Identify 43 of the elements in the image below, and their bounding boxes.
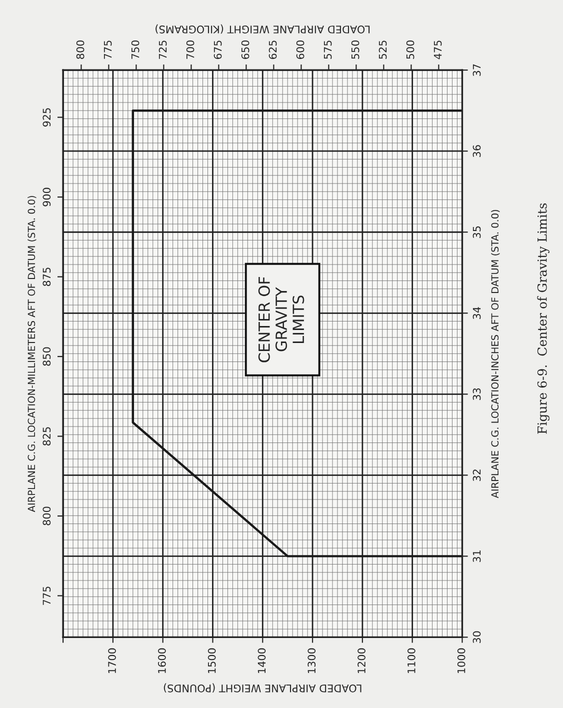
x-axis-title: LOADED AIRPLANE WEIGHT (POUNDS): [164, 683, 362, 693]
x-tick-label: 1300: [308, 648, 316, 673]
y-tick-label: 36: [472, 145, 481, 157]
y2-axis-title: AIRPLANE C.G. LOCATION-MILLIMETERS AFT OF DATUM (STA. 0.0): [28, 196, 36, 512]
x-tick-label: 1700: [108, 648, 116, 673]
x2-tick-label: 525: [378, 40, 387, 59]
x2-tick-label: 775: [104, 40, 112, 59]
x-tick-label: 1000: [457, 648, 466, 673]
y2-tick-label: 800: [42, 506, 51, 526]
y-tick-label: 35: [472, 226, 481, 238]
y2-tick-label: 900: [42, 188, 51, 206]
annotation: CENTER OF GRAVITY LIMITS: [258, 277, 304, 362]
y-tick-label: 31: [472, 550, 481, 562]
caption: Figure 6-9. Center of Gravity Limits: [537, 203, 550, 434]
x2-tick-label: 650: [241, 40, 250, 59]
x2-tick-label: 625: [268, 40, 277, 59]
x-tick-label: 1500: [208, 648, 216, 673]
y-tick-label: 33: [472, 388, 481, 400]
x2-tick-label: 725: [158, 40, 167, 59]
x2-tick-label: 800: [76, 40, 84, 59]
y2-tick-label: 775: [42, 586, 51, 605]
y-tick-label: 32: [472, 470, 481, 481]
y-tick-label: 34: [472, 307, 481, 319]
y2-tick-label: 850: [42, 347, 51, 366]
x2-tick-label: 550: [351, 40, 360, 59]
x-tick-label: 1400: [258, 648, 266, 673]
y2-tick-label: 875: [42, 268, 51, 286]
x-tick-label: 1100: [407, 648, 416, 673]
x-tick-label: 1600: [158, 648, 166, 673]
x2-tick-label: 500: [406, 40, 414, 59]
x2-tick-label: 475: [434, 40, 442, 60]
y-axis-title: AIRPLANE C.G. LOCATION-INCHES AFT OF DATUM (STA. 0.0): [491, 210, 500, 498]
x2-tick-label: 600: [296, 40, 304, 59]
x-tick-label: 1200: [358, 648, 366, 673]
x2-tick-label: 575: [324, 40, 332, 59]
y-tick-label: 37: [472, 64, 481, 76]
y2-tick-label: 825: [42, 427, 51, 446]
y2-tick-label: 925: [42, 108, 51, 127]
x2-axis-title: LOADED AIRPLANE WEIGHT (KILOGRAMS): [156, 24, 370, 34]
x2-tick-label: 750: [131, 40, 140, 59]
x2-tick-label: 700: [186, 40, 194, 59]
x2-tick-label: 675: [214, 40, 222, 59]
y-tick-label: 30: [472, 631, 481, 644]
